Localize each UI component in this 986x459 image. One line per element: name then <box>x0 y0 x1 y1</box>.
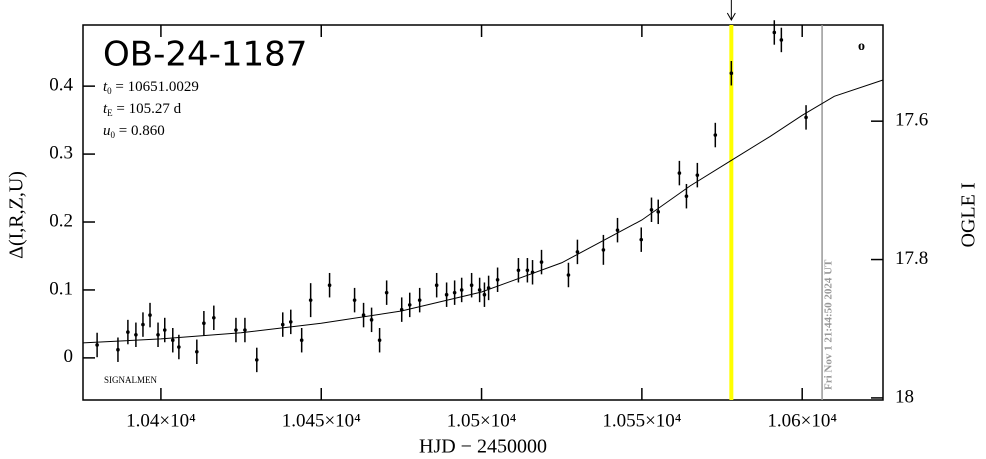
y-tick-label: 0.2 <box>49 210 73 231</box>
data-point <box>280 322 285 327</box>
data-point <box>649 207 654 212</box>
data-point <box>677 171 682 175</box>
data-point <box>126 330 130 334</box>
data-point <box>384 290 389 295</box>
data-point <box>162 328 167 332</box>
y-tick-label: 0 <box>64 346 74 367</box>
data-point <box>566 273 571 277</box>
data-point <box>141 322 145 327</box>
data-point <box>434 283 439 287</box>
data-point <box>407 303 412 307</box>
marker-label: Fri Nov 1 21:44:50 2024 UT <box>823 259 835 390</box>
data-point <box>539 260 544 264</box>
data-point <box>243 328 247 332</box>
y2-tick-label: 17.6 <box>895 110 928 131</box>
data-point <box>254 358 259 362</box>
fit-parameter: t0 = 10651.0029 <box>103 79 199 96</box>
model-curve <box>82 79 884 344</box>
param-subscript: 0 <box>107 86 112 96</box>
data-point <box>134 332 138 337</box>
data-point <box>729 71 734 76</box>
data-point <box>212 315 216 320</box>
data-point <box>369 318 374 322</box>
data-point <box>486 286 491 290</box>
data-point <box>234 328 238 332</box>
fit-parameter: tE = 105.27 d <box>103 101 182 118</box>
data-point <box>601 248 606 252</box>
x-tick-label: 1.04×10⁴ <box>126 410 196 431</box>
data-point <box>482 292 487 297</box>
y2-tick-label: 17.8 <box>895 248 928 269</box>
data-point <box>772 30 777 35</box>
data-point <box>148 313 152 317</box>
param-subscript: E <box>107 108 113 118</box>
x-tick-label: 1.055×10⁴ <box>602 410 681 431</box>
data-point <box>459 288 464 292</box>
param-subscript: 0 <box>111 130 116 140</box>
marker-arrowhead <box>726 12 736 22</box>
x-tick-label: 1.06×10⁴ <box>767 410 837 431</box>
data-point <box>352 298 357 302</box>
fit-parameter: u0 = 0.860 <box>103 123 165 140</box>
data-point <box>575 250 580 254</box>
data-point <box>695 173 700 177</box>
data-point <box>804 115 808 120</box>
data-point <box>299 338 304 343</box>
param-symbol: u <box>103 123 111 139</box>
corner-mark: o <box>858 39 865 54</box>
x-axis-label: HJD − 2450000 <box>419 436 547 458</box>
param-symbol: t <box>103 79 108 95</box>
data-point <box>377 338 382 343</box>
data-point <box>779 38 784 42</box>
chart-title: OB-24-1187 <box>103 35 307 75</box>
data-point <box>308 298 313 302</box>
data-point <box>452 290 457 295</box>
data-point <box>639 237 644 242</box>
data-point <box>656 210 661 214</box>
data-point <box>516 268 521 273</box>
x-tick-label: 1.05×10⁴ <box>447 410 517 431</box>
plot-frame <box>82 24 884 401</box>
data-point <box>327 283 332 287</box>
data-point <box>477 288 482 292</box>
data-point <box>156 332 160 337</box>
y-tick-label: 0.4 <box>49 75 73 96</box>
data-point <box>170 338 175 343</box>
x-tick-label: 1.045×10⁴ <box>282 410 361 431</box>
data-point <box>95 343 99 347</box>
param-value: = 10651.0029 <box>112 79 199 95</box>
data-point <box>615 228 620 232</box>
data-point <box>530 270 535 275</box>
footer-note: SIGNALMEN <box>104 375 157 385</box>
data-point <box>495 277 500 282</box>
param-value: = 0.860 <box>115 123 165 139</box>
y-tick-label: 0.1 <box>49 278 73 299</box>
data-point <box>361 313 366 317</box>
y-tick-label: 0.3 <box>49 142 73 163</box>
y2-tick-label: 18 <box>895 386 914 407</box>
data-point <box>195 349 199 354</box>
data-point <box>525 268 530 273</box>
data-point <box>713 133 718 137</box>
param-symbol: t <box>103 101 108 117</box>
data-point <box>202 321 206 326</box>
data-point <box>116 347 120 352</box>
data-point <box>684 194 689 198</box>
y-axis-label: Δ(I,R,Z,U) <box>6 171 28 259</box>
data-point <box>469 283 474 287</box>
data-point <box>177 345 181 349</box>
y2-axis-label: OGLE I <box>958 183 980 248</box>
data-point <box>444 292 449 297</box>
param-value: = 105.27 d <box>113 101 182 117</box>
data-point <box>288 320 293 324</box>
data-point <box>399 307 404 312</box>
data-point <box>417 298 422 302</box>
